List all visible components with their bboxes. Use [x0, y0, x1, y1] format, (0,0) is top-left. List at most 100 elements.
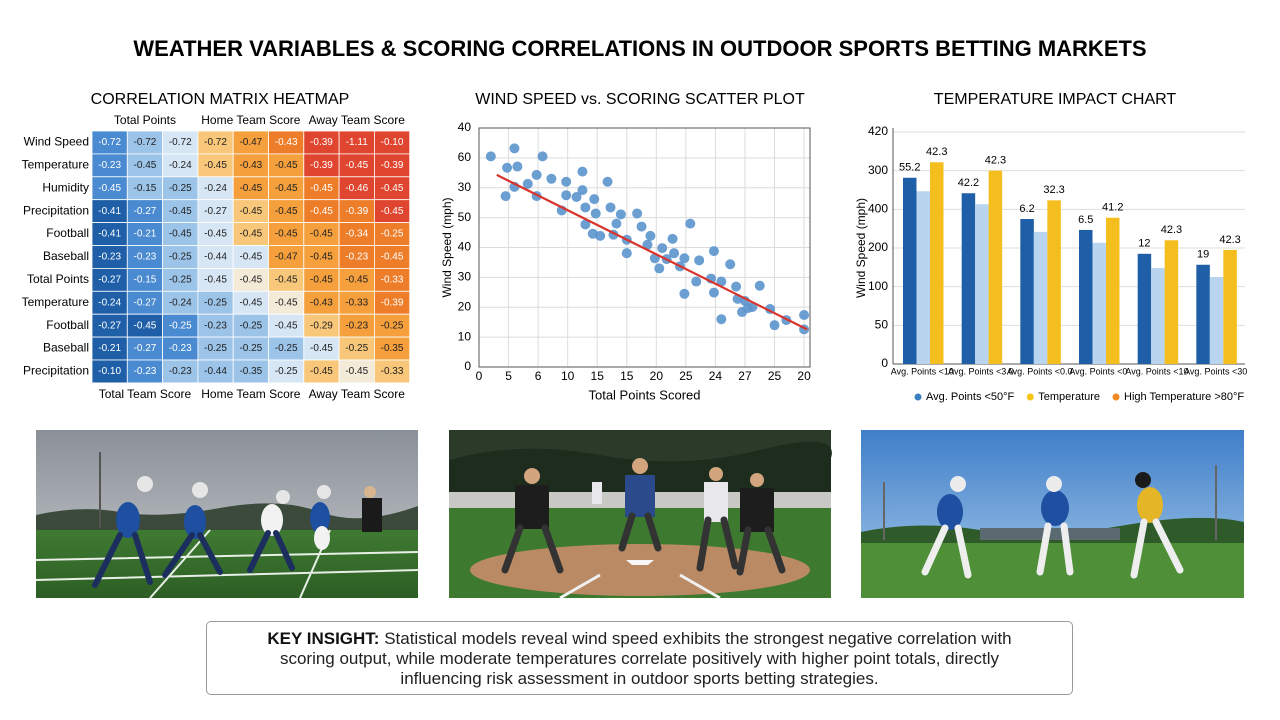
cell-label: -0.45: [381, 252, 404, 263]
cell-label: -0.45: [345, 366, 368, 377]
cell-label: -0.45: [134, 320, 157, 331]
row-label: Baseball: [43, 249, 89, 263]
cell-label: -0.33: [345, 297, 368, 308]
y-tick-label: 50: [458, 210, 472, 224]
cell-label: -0.24: [169, 297, 192, 308]
legend-marker: [1026, 393, 1034, 401]
column-group-label: Total Points: [114, 113, 176, 127]
cell-label: -0.25: [169, 320, 192, 331]
cell-label: -0.45: [275, 320, 298, 331]
bar-annotation: 42.3: [985, 155, 1006, 167]
point: [669, 248, 680, 259]
cell-label: -0.25: [345, 343, 368, 354]
point: [739, 295, 750, 306]
cell-label: -0.45: [381, 206, 404, 217]
cell-label: -0.23: [98, 252, 121, 263]
row-label: Football: [46, 226, 89, 240]
row-label: Precipitation: [23, 203, 89, 217]
point: [522, 178, 533, 189]
cell-label: -0.10: [381, 137, 404, 148]
cell-label: -0.24: [169, 160, 192, 171]
bar-annotation: 41.2: [1102, 202, 1123, 214]
cell-label: -0.45: [310, 183, 333, 194]
legend-label: Temperature: [1038, 391, 1100, 403]
cell-label: -0.25: [204, 343, 227, 354]
point: [595, 230, 606, 241]
y-tick-label: 10: [458, 329, 472, 343]
bar: [961, 193, 976, 364]
point: [725, 259, 736, 270]
x-tick-label: Avg. Points <10: [1125, 366, 1188, 376]
bar: [1137, 253, 1152, 364]
y-tick-label: 30: [458, 270, 472, 284]
cell-label: -0.10: [98, 366, 121, 377]
point: [754, 280, 765, 291]
point: [537, 151, 548, 162]
point: [621, 248, 632, 259]
legend-marker: [1112, 393, 1120, 401]
bar: [1033, 231, 1048, 364]
point: [691, 276, 702, 287]
point: [561, 176, 572, 187]
y-tick-label: 300: [868, 163, 888, 177]
point: [708, 246, 719, 257]
x-tick-label: Avg. Points <0.0: [1007, 366, 1073, 376]
row-label: Baseball: [43, 341, 89, 355]
row-label: Football: [46, 318, 89, 332]
cell-label: -0.45: [310, 206, 333, 217]
y-tick-label: 0: [464, 359, 471, 373]
cell-label: -0.45: [134, 160, 157, 171]
point: [602, 176, 613, 187]
point: [500, 191, 511, 202]
photo-football-overcast: [35, 430, 419, 599]
cell-label: -0.45: [275, 274, 298, 285]
x-tick-label: 6: [535, 369, 542, 383]
cell-label: -0.27: [134, 206, 157, 217]
column-group-label: Away Team Score: [309, 113, 406, 127]
cell-label: -0.72: [98, 137, 121, 148]
cell-label: -0.25: [275, 343, 298, 354]
x-tick-label: 10: [561, 369, 575, 383]
cell-label: -0.41: [98, 229, 121, 240]
column-group-label: Home Team Score: [201, 113, 300, 127]
x-tick-label: 15: [591, 369, 605, 383]
cell-label: -0.45: [381, 183, 404, 194]
bar: [916, 191, 930, 364]
cell-label: -0.27: [134, 343, 157, 354]
legend-marker: [914, 393, 922, 401]
cell-label: -0.45: [169, 206, 192, 217]
cell-label: -0.45: [239, 183, 262, 194]
y-tick-label: 100: [868, 279, 888, 293]
cell-label: -0.23: [169, 343, 192, 354]
cell-label: -0.25: [239, 343, 262, 354]
point: [580, 219, 591, 230]
cell-label: -0.39: [310, 137, 333, 148]
cell-label: -0.45: [310, 366, 333, 377]
page-title: WEATHER VARIABLES & SCORING CORRELATIONS…: [133, 36, 1146, 61]
column-group-label: Total Team Score: [99, 387, 192, 401]
bar: [1020, 219, 1034, 364]
point: [502, 162, 513, 173]
cell-label: -0.45: [310, 252, 333, 263]
point: [590, 208, 601, 219]
cell-label: -0.45: [310, 274, 333, 285]
point: [731, 281, 742, 292]
point: [642, 239, 653, 250]
row-label: Precipitation: [23, 364, 89, 378]
y-axis-label: Wind Speed (mph): [440, 197, 454, 297]
cell-label: -0.25: [275, 366, 298, 377]
cell-label: -0.21: [98, 343, 121, 354]
point: [679, 288, 690, 299]
row-label: Wind Speed: [24, 135, 89, 149]
cell-label: -0.27: [98, 274, 121, 285]
y-tick-label: 30: [458, 180, 472, 194]
x-tick-label: Avg. Points <30: [1184, 366, 1247, 376]
cell-label: -0.39: [381, 297, 404, 308]
point: [512, 161, 523, 172]
insight-label: KEY INSIGHT:: [267, 629, 380, 648]
cell-label: -0.45: [310, 343, 333, 354]
cell-label: -0.25: [169, 252, 192, 263]
bar-annotation: 12: [1138, 238, 1150, 250]
point: [716, 314, 727, 325]
